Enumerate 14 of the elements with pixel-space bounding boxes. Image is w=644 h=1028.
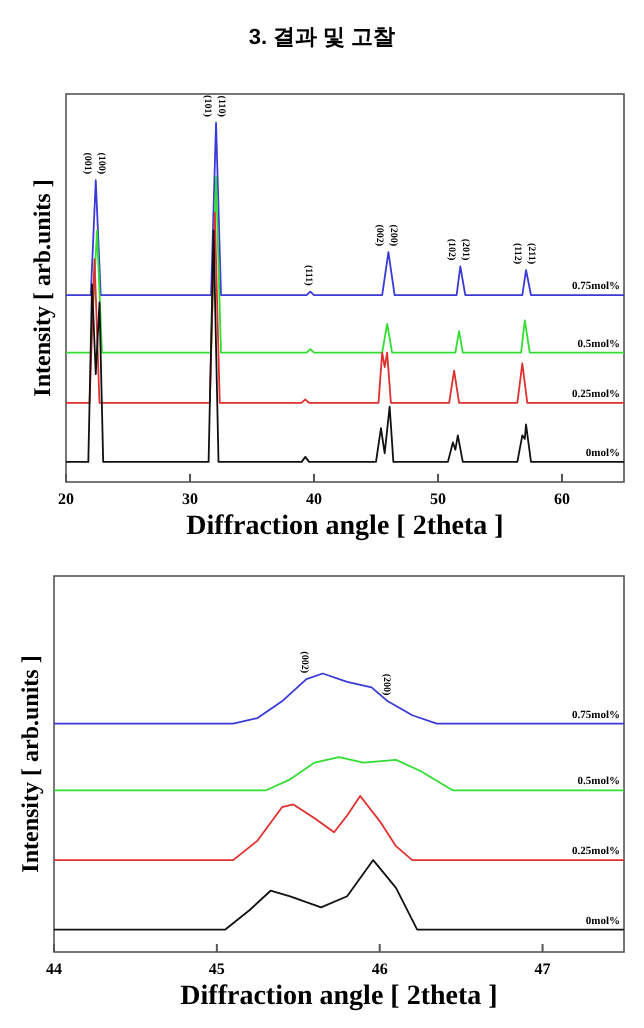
y-axis-title: Intensity [ arb.units ]: [28, 179, 56, 397]
x-tick-label: 60: [554, 490, 570, 508]
x-tick-label: 45: [208, 960, 225, 978]
x-tick-label: 30: [182, 490, 198, 508]
x-tick-label: 20: [58, 490, 74, 508]
x-tick-label: 44: [46, 960, 62, 978]
y-axis-title: Intensity [ arb.units ]: [16, 655, 44, 873]
chart-title: 3. 결과 및 고찰: [248, 26, 396, 50]
x-axis-title: Diffraction angle [ 2theta ]: [180, 982, 498, 1012]
x-tick-label: 47: [534, 960, 551, 978]
x-tick-label: 50: [430, 490, 446, 508]
x-tick-label: 46: [371, 960, 388, 978]
x-axis-title: Diffraction angle [ 2theta ]: [186, 512, 504, 542]
x-tick-label: 40: [306, 490, 322, 508]
